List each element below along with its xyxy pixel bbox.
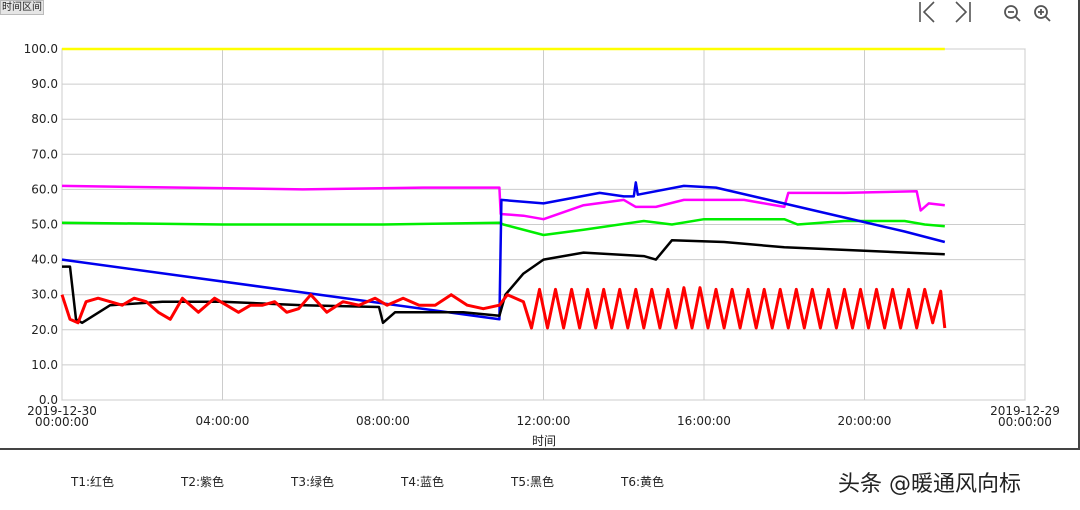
series-line-t3: [61, 217, 945, 237]
y-tick-label: 100.0: [24, 42, 58, 56]
x-tick-label: 00:00:00: [35, 415, 89, 429]
line-chart: 0.0 10.0 20.0 30.0 40.0 50.0 60.0 70.0 80.0 90.0 1…: [24, 42, 1060, 448]
series-line-t4: [61, 181, 946, 321]
first-page-icon[interactable]: [916, 0, 938, 30]
x-tick-label: 2019-12-30: [27, 404, 97, 418]
y-tick-label: 60.0: [31, 182, 58, 196]
y-tick-label: 90.0: [31, 77, 58, 91]
y-tick-label: 0.0: [39, 393, 58, 407]
last-page-icon[interactable]: [952, 0, 974, 30]
x-tick-label: 00:00:00: [998, 415, 1052, 429]
x-tick-label: 2019-12-29: [990, 404, 1060, 418]
y-tick-label: 80.0: [31, 112, 58, 126]
legend-item-t2: T2:紫色: [181, 475, 225, 489]
zoom-out-icon[interactable]: [1003, 4, 1023, 30]
series-line-t1: [60, 286, 947, 330]
y-tick-label: 30.0: [31, 288, 58, 302]
y-tick-label: 20.0: [31, 323, 58, 337]
legend-item-t3: T3:绿色: [291, 475, 335, 489]
y-tick-label: 70.0: [31, 147, 58, 161]
x-tick-label: 20:00:00: [838, 414, 892, 428]
chart-frame: [0, 0, 1080, 450]
zoom-in-icon[interactable]: [1033, 4, 1053, 30]
series-line-t2: [61, 184, 945, 221]
x-tick-label: 16:00:00: [677, 414, 731, 428]
legend-item-t1: T1:红色: [71, 475, 115, 489]
x-tick-label: 08:00:00: [356, 414, 410, 428]
y-tick-label: 10.0: [31, 358, 58, 372]
legend-item-t6: T6:黄色: [621, 475, 665, 489]
y-tick-label: 40.0: [31, 253, 58, 267]
series-line-t5: [62, 239, 945, 325]
x-tick-label: 04:00:00: [196, 414, 250, 428]
x-axis-label: 时间: [532, 434, 556, 448]
watermark: 头条 @暖通风向标: [838, 472, 1021, 497]
y-tick-label: 50.0: [31, 218, 58, 232]
x-tick-label: 12:00:00: [517, 414, 571, 428]
time-range-button[interactable]: 时间区间: [0, 0, 44, 15]
legend-item-t5: T5:黑色: [511, 475, 555, 489]
legend-item-t4: T4:蓝色: [401, 475, 445, 489]
